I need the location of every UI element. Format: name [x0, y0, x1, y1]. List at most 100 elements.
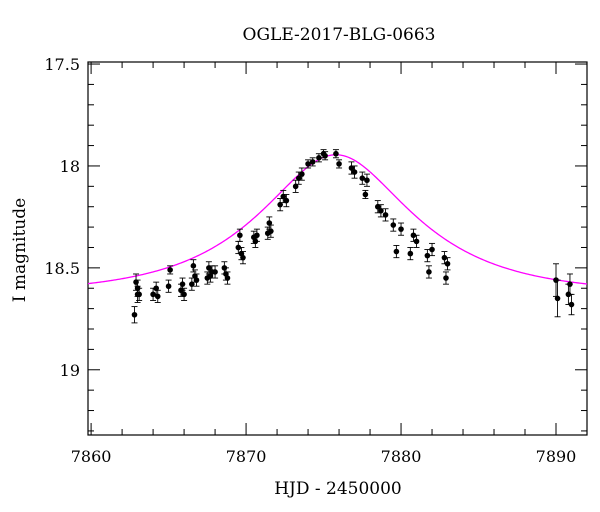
point-marker [444, 260, 451, 267]
data-point [224, 271, 231, 285]
data-point [407, 247, 414, 261]
point-marker [292, 183, 299, 190]
data-point [390, 218, 397, 232]
y-tick-label: 17.5 [44, 55, 80, 74]
point-marker [206, 265, 212, 271]
point-marker [426, 269, 432, 275]
point-marker [382, 212, 389, 218]
point-marker [443, 275, 449, 281]
data-point [554, 279, 561, 318]
point-marker [150, 291, 156, 298]
y-tick-label: 19 [60, 361, 80, 380]
model-curve-layer [87, 154, 588, 285]
data-point [363, 173, 370, 187]
point-marker [413, 238, 420, 245]
data-point [181, 287, 188, 301]
point-marker [167, 267, 173, 273]
point-marker [240, 254, 246, 261]
point-marker [390, 222, 397, 228]
data-point [280, 189, 287, 204]
data-point [305, 159, 312, 169]
point-marker [224, 275, 231, 281]
point-marker [374, 203, 381, 210]
point-marker [393, 248, 400, 255]
data-point [413, 234, 420, 248]
point-marker [153, 285, 159, 292]
point-marker [254, 232, 260, 239]
point-marker [364, 177, 370, 184]
x-tick-label: 7860 [71, 447, 112, 466]
point-marker [554, 295, 561, 302]
data-point [212, 265, 219, 279]
data-point [442, 271, 449, 285]
point-marker [283, 197, 290, 204]
data-point [362, 189, 369, 200]
point-marker [193, 277, 200, 283]
y-tick-label: 18.5 [44, 259, 80, 278]
point-marker [295, 175, 302, 181]
point-marker [235, 244, 242, 251]
point-marker [568, 301, 575, 308]
x-tick-label: 7880 [381, 447, 422, 466]
data-point [188, 277, 195, 291]
chart-title: OGLE-2017-BLG-0663 [243, 25, 436, 45]
plot-frame [87, 61, 588, 436]
axis-ticks [88, 62, 588, 435]
data-point [167, 265, 174, 275]
point-marker [359, 175, 366, 181]
data-point [239, 251, 246, 265]
data-point [131, 306, 138, 324]
point-marker [136, 291, 142, 298]
data-point [351, 165, 358, 179]
point-marker [441, 254, 448, 261]
data-point [205, 261, 212, 275]
point-marker [410, 232, 417, 239]
point-marker [322, 152, 328, 159]
tick-labels: 7860 7870 7880 7890 17.5 18 18.5 19 [44, 55, 576, 466]
point-marker [212, 269, 218, 275]
data-point [283, 194, 290, 208]
point-marker [378, 207, 384, 214]
data-point [236, 228, 243, 242]
y-tick-label: 18 [60, 157, 80, 176]
point-marker [277, 201, 283, 208]
data-point [398, 222, 405, 236]
data-point [153, 281, 160, 295]
data-point [332, 149, 339, 159]
data-points-layer [131, 149, 575, 324]
data-point [179, 277, 186, 291]
point-marker [316, 154, 322, 161]
point-marker [131, 311, 138, 318]
point-marker [407, 250, 414, 257]
data-point [292, 179, 299, 193]
point-marker [154, 293, 161, 300]
data-point [374, 200, 381, 214]
data-point [382, 208, 389, 222]
point-marker [305, 161, 311, 167]
data-point [277, 198, 284, 212]
data-point [235, 240, 242, 255]
data-point [136, 287, 143, 301]
data-point [410, 228, 417, 242]
data-point [154, 289, 161, 303]
data-point [444, 257, 451, 271]
point-marker [567, 281, 573, 287]
point-marker [237, 232, 243, 239]
point-marker [351, 169, 358, 175]
point-marker [424, 252, 431, 259]
model-curve [87, 154, 588, 285]
data-point [429, 242, 436, 257]
data-point [566, 273, 573, 295]
point-marker [429, 246, 435, 253]
data-point [309, 157, 316, 167]
data-point [267, 224, 274, 238]
point-marker [333, 150, 339, 157]
point-marker [189, 281, 195, 287]
x-axis-label: HJD - 2450000 [274, 479, 402, 499]
point-marker [398, 226, 404, 232]
data-point [393, 244, 400, 259]
data-point [165, 279, 172, 293]
point-marker [348, 165, 355, 171]
data-point [193, 273, 200, 287]
